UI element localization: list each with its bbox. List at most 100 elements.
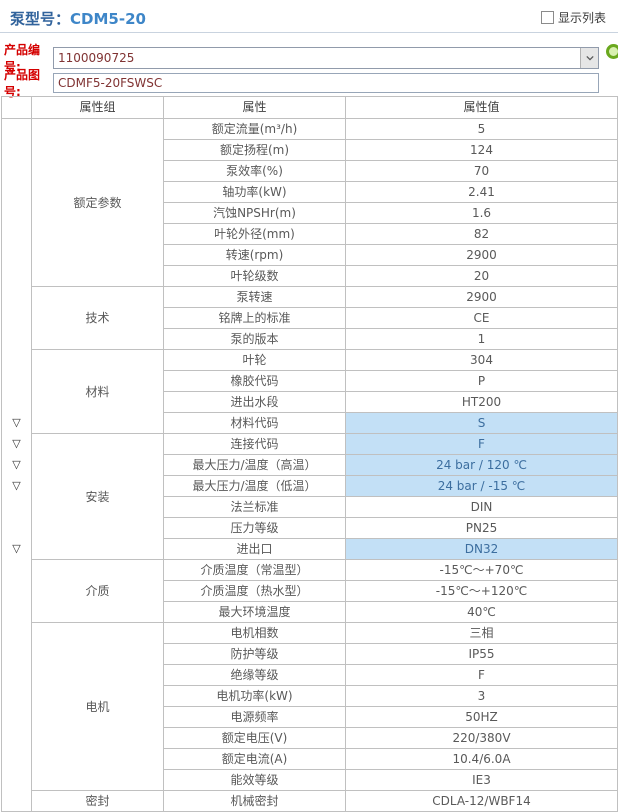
table-row: 安装 连接代码 F <box>2 433 618 560</box>
value-cell: 82 <box>345 223 618 245</box>
value-cell: 10.4/6.0A <box>345 748 618 770</box>
attr-cell: 电机功率(kW) <box>163 685 346 707</box>
group-cell: 安装 <box>31 433 164 560</box>
triangle-down-icon[interactable]: ▽ <box>12 479 21 492</box>
table-row: 橡胶代码 P <box>2 370 618 392</box>
table-row: 介质温度（热水型） -15℃～+120℃ <box>2 580 618 602</box>
table-row: 叶轮外径(mm) 82 <box>2 223 618 245</box>
table-row: 最大压力/温度（高温） 24 bar / 120 ℃ <box>2 454 618 476</box>
value-cell: 1 <box>345 328 618 350</box>
group-cell: 技术 <box>31 286 164 350</box>
header-gutter-cell <box>1 96 32 119</box>
triangle-down-icon[interactable]: ▽ <box>12 437 21 450</box>
value-cell: P <box>345 370 618 392</box>
attr-cell: 进出水段 <box>163 391 346 413</box>
attr-cell: 材料代码 <box>163 412 346 434</box>
value-cell[interactable]: DN32 <box>345 538 618 560</box>
value-cell: 5 <box>345 118 618 140</box>
value-cell: -15℃～+70℃ <box>345 559 618 581</box>
value-cell[interactable]: 24 bar / 120 ℃ <box>345 454 618 476</box>
attr-cell: 介质温度（常温型） <box>163 559 346 581</box>
value-cell: PN25 <box>345 517 618 539</box>
triangle-down-icon[interactable]: ▽ <box>12 542 21 555</box>
attr-cell: 叶轮 <box>163 349 346 371</box>
value-cell: 220/380V <box>345 727 618 749</box>
table-row: 汽蚀NPSHr(m) 1.6 <box>2 202 618 224</box>
chevron-down-icon[interactable] <box>580 48 598 68</box>
group-cell: 密封 <box>31 790 164 812</box>
table-row: 法兰标准 DIN <box>2 496 618 518</box>
attr-cell: 叶轮级数 <box>163 265 346 287</box>
table-row: 最大压力/温度（低温） 24 bar / -15 ℃ <box>2 475 618 497</box>
attr-cell: 额定流量(m³/h) <box>163 118 346 140</box>
table-row: 电机 电机相数 三相 <box>2 622 618 791</box>
triangle-down-icon[interactable]: ▽ <box>12 416 21 429</box>
table-row: 介质 介质温度（常温型） -15℃～+70℃ <box>2 559 618 623</box>
table-row: 进出水段 HT200 <box>2 391 618 413</box>
table-row: 泵的版本 1 <box>2 328 618 350</box>
value-cell: HT200 <box>345 391 618 413</box>
attr-cell: 连接代码 <box>163 433 346 455</box>
attr-cell: 机械密封 <box>163 790 346 812</box>
header-attr-group: 属性组 <box>31 96 164 119</box>
attr-cell: 轴功率(kW) <box>163 181 346 203</box>
value-cell: 70 <box>345 160 618 182</box>
product-code-row: 产品编号: 1100090725 <box>0 41 618 75</box>
value-cell: 2900 <box>345 244 618 266</box>
attr-cell: 橡胶代码 <box>163 370 346 392</box>
table-row: 额定电流(A) 10.4/6.0A <box>2 748 618 770</box>
marker-gutter: ▽ ▽ ▽ ▽ ▽ <box>1 118 32 812</box>
attr-cell: 转速(rpm) <box>163 244 346 266</box>
value-cell[interactable]: F <box>345 433 618 455</box>
attr-cell: 铭牌上的标准 <box>163 307 346 329</box>
product-code-value[interactable]: 1100090725 <box>58 51 135 65</box>
spec-table: 属性组 属性 属性值 ▽ ▽ ▽ ▽ ▽ 额定参数 额定流量(m³/h) 5 额定扬程(m) 12… <box>1 96 618 812</box>
attr-cell: 最大压力/温度（低温） <box>163 475 346 497</box>
attr-cell: 电源频率 <box>163 706 346 728</box>
table-row: 材料 叶轮 304 <box>2 349 618 434</box>
table-row: 额定电压(V) 220/380V <box>2 727 618 749</box>
value-cell: 1.6 <box>345 202 618 224</box>
value-cell: IP55 <box>345 643 618 665</box>
green-ring-icon[interactable] <box>606 44 618 59</box>
attr-cell: 额定扬程(m) <box>163 139 346 161</box>
attr-cell: 压力等级 <box>163 517 346 539</box>
attr-cell: 额定电压(V) <box>163 727 346 749</box>
value-cell: 2.41 <box>345 181 618 203</box>
table-row: 泵效率(%) 70 <box>2 160 618 182</box>
table-row: 技术 泵转速 2900 <box>2 286 618 350</box>
attr-cell: 绝缘等级 <box>163 664 346 686</box>
attr-cell: 汽蚀NPSHr(m) <box>163 202 346 224</box>
page-title: 泵型号：CDM5-20 <box>10 8 146 29</box>
triangle-down-icon[interactable]: ▽ <box>12 458 21 471</box>
attr-cell: 泵转速 <box>163 286 346 308</box>
spec-table-body: ▽ ▽ ▽ ▽ ▽ 额定参数 额定流量(m³/h) 5 额定扬程(m) 124 泵效率(%) 70 轴功… <box>1 118 618 812</box>
value-cell: 304 <box>345 349 618 371</box>
value-cell[interactable]: 24 bar / -15 ℃ <box>345 475 618 497</box>
value-cell[interactable]: S <box>345 412 618 434</box>
attr-cell: 法兰标准 <box>163 496 346 518</box>
attr-cell: 介质温度（热水型） <box>163 580 346 602</box>
attr-cell: 电机相数 <box>163 622 346 644</box>
attr-cell: 最大环境温度 <box>163 601 346 623</box>
value-cell: 三相 <box>345 622 618 644</box>
group-cell: 材料 <box>31 349 164 434</box>
value-cell: 40℃ <box>345 601 618 623</box>
attr-cell: 最大压力/温度（高温） <box>163 454 346 476</box>
show-list-toggle[interactable]: 显示列表 <box>540 9 606 26</box>
show-list-checkbox[interactable] <box>540 11 554 24</box>
table-row: 铭牌上的标准 CE <box>2 307 618 329</box>
attr-cell: 额定电流(A) <box>163 748 346 770</box>
value-cell: CDLA-12/WBF14 <box>345 790 618 812</box>
value-cell: CE <box>345 307 618 329</box>
table-row: 进出口 DN32 <box>2 538 618 560</box>
value-cell: -15℃～+120℃ <box>345 580 618 602</box>
table-row: 叶轮级数 20 <box>2 265 618 287</box>
value-cell: 50HZ <box>345 706 618 728</box>
product-code-select[interactable]: 1100090725 <box>53 47 599 69</box>
table-row: 材料代码 S <box>2 412 618 434</box>
attr-cell: 防护等级 <box>163 643 346 665</box>
product-drawing-input[interactable] <box>53 73 599 93</box>
attr-cell: 进出口 <box>163 538 346 560</box>
table-row: ▽ ▽ ▽ ▽ ▽ 额定参数 额定流量(m³/h) 5 <box>1 118 618 812</box>
